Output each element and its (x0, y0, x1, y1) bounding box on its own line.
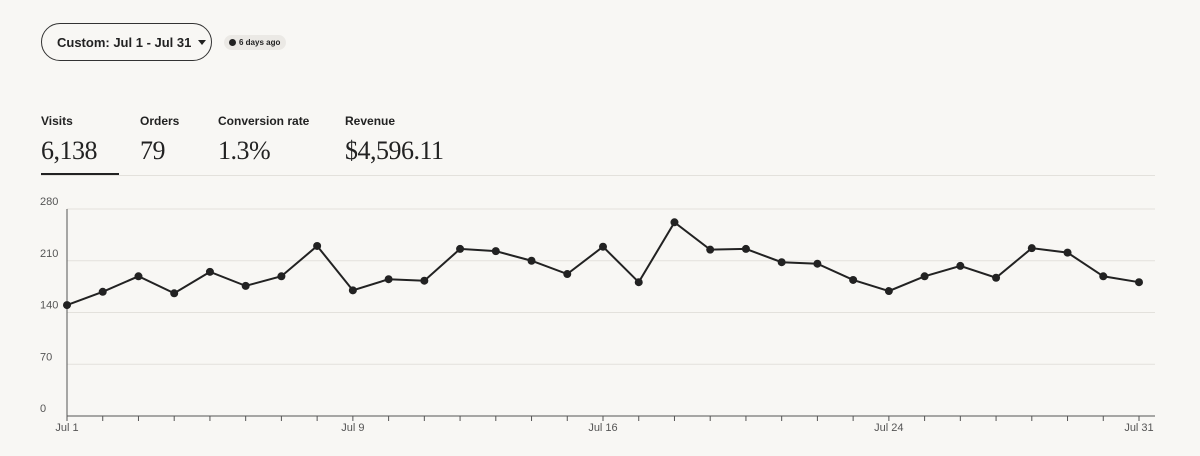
y-tick-label: 140 (40, 300, 58, 312)
point (634, 278, 643, 287)
point (205, 267, 214, 276)
point (849, 275, 858, 284)
point (1099, 272, 1108, 281)
point (420, 276, 429, 285)
point (777, 258, 786, 267)
metric-tab[interactable]: Orders 79 (140, 114, 179, 166)
caret (198, 39, 207, 45)
point (741, 244, 750, 253)
x-tick-label: Jul 9 (341, 422, 364, 434)
point (527, 256, 536, 265)
point (956, 261, 965, 270)
point (98, 287, 107, 296)
metric-label: Visits (41, 114, 73, 128)
metric-tab[interactable]: Conversion rate 1.3% (218, 114, 309, 166)
updated-text: 6 days ago (239, 38, 281, 47)
point (884, 287, 893, 296)
point (1063, 248, 1072, 257)
y-tick-label: 280 (40, 196, 58, 208)
metric-label: Conversion rate (218, 114, 310, 128)
metric-value: 79 (140, 136, 166, 165)
metric-value: 6,138 (41, 136, 98, 165)
line (66, 220, 1140, 307)
point (456, 244, 465, 253)
point (813, 259, 822, 268)
metric-value: 1.3% (218, 136, 271, 165)
date-range-button[interactable]: Custom: Jul 1 - Jul 31 (41, 23, 212, 61)
point (1027, 244, 1036, 253)
point (563, 270, 572, 279)
metric-tab[interactable]: Revenue $4,596.11 (345, 114, 444, 166)
divider (41, 175, 1155, 176)
metric-label: Revenue (345, 114, 396, 128)
y-tick-label: 210 (40, 248, 58, 260)
point (348, 286, 357, 295)
point (491, 247, 500, 256)
active-tab-indicator (41, 173, 119, 175)
updated-badge: 6 days ago (224, 35, 287, 50)
point (599, 242, 607, 251)
y-tick-label: 70 (40, 351, 52, 363)
point (313, 241, 322, 250)
x-tick-label: Jul 31 (1124, 422, 1153, 434)
date-range-text: Custom: Jul 1 - Jul 31 (57, 34, 192, 50)
clock-icon (229, 39, 236, 46)
point (384, 275, 393, 284)
x-tick-label: Jul 16 (588, 422, 617, 434)
metric-tab[interactable]: Visits 6,138 (41, 114, 98, 166)
metric-value: $4,596.11 (345, 136, 444, 165)
x-tick-label: Jul 1 (55, 422, 78, 434)
point (1135, 278, 1143, 287)
point (277, 272, 286, 281)
point (670, 218, 679, 227)
point (992, 273, 1001, 282)
x-tick-label: Jul 24 (874, 422, 903, 434)
point (170, 289, 179, 298)
point (920, 272, 929, 281)
point (63, 301, 71, 310)
y-tick-label: 0 (40, 403, 46, 415)
point (134, 272, 143, 281)
point (706, 245, 715, 254)
point (241, 281, 250, 290)
metric-label: Orders (140, 114, 180, 128)
